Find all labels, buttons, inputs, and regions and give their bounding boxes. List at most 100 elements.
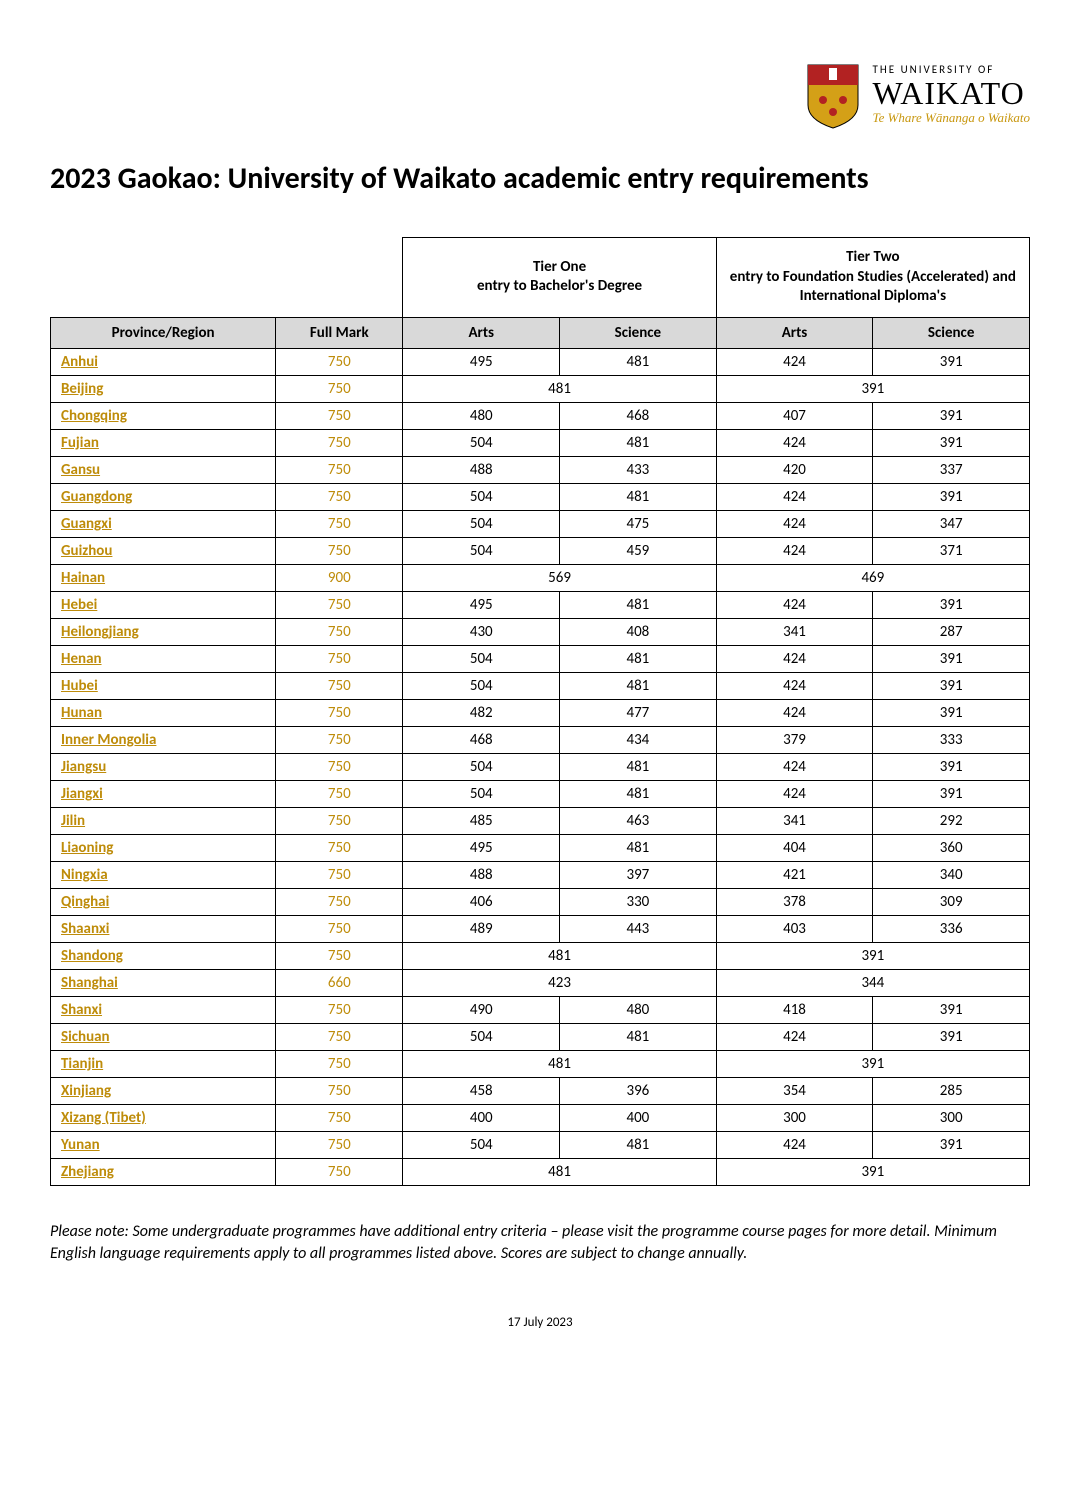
table-row: Jiangsu750504481424391 [51, 753, 1030, 780]
tier1-merged-cell: 423 [403, 969, 716, 996]
tier1-science-cell: 475 [560, 510, 717, 537]
province-cell[interactable]: Inner Mongolia [51, 726, 276, 753]
tier2-merged-cell: 391 [716, 1158, 1029, 1185]
tier1-science-cell: 481 [560, 753, 717, 780]
province-cell[interactable]: Sichuan [51, 1023, 276, 1050]
tier2-science-cell: 391 [873, 591, 1030, 618]
tier1-science-cell: 468 [560, 402, 717, 429]
province-cell[interactable]: Hebei [51, 591, 276, 618]
tier1-arts-cell: 495 [403, 591, 560, 618]
province-cell[interactable]: Jiangxi [51, 780, 276, 807]
fullmark-cell: 750 [276, 942, 403, 969]
tier1-science-cell: 481 [560, 591, 717, 618]
tier2-arts-cell: 341 [716, 807, 873, 834]
tier2-science-cell: 337 [873, 456, 1030, 483]
fullmark-cell: 750 [276, 537, 403, 564]
province-cell[interactable]: Jilin [51, 807, 276, 834]
table-row: Beijing750481391 [51, 375, 1030, 402]
province-cell[interactable]: Shaanxi [51, 915, 276, 942]
tier2-arts-cell: 424 [716, 780, 873, 807]
tier1-science-cell: 477 [560, 699, 717, 726]
tier2-science-cell: 347 [873, 510, 1030, 537]
fullmark-cell: 750 [276, 699, 403, 726]
province-cell[interactable]: Shandong [51, 942, 276, 969]
tier1-science-cell: 443 [560, 915, 717, 942]
fullmark-cell: 900 [276, 564, 403, 591]
province-cell[interactable]: Jiangsu [51, 753, 276, 780]
tier2-science-cell: 333 [873, 726, 1030, 753]
tier1-arts-cell: 504 [403, 645, 560, 672]
province-cell[interactable]: Beijing [51, 375, 276, 402]
province-cell[interactable]: Hainan [51, 564, 276, 591]
province-cell[interactable]: Zhejiang [51, 1158, 276, 1185]
province-cell[interactable]: Yunan [51, 1131, 276, 1158]
table-row: Xinjiang750458396354285 [51, 1077, 1030, 1104]
province-cell[interactable]: Shanxi [51, 996, 276, 1023]
tier1-arts-cell: 504 [403, 510, 560, 537]
province-cell[interactable]: Henan [51, 645, 276, 672]
province-cell[interactable]: Guangdong [51, 483, 276, 510]
province-cell[interactable]: Liaoning [51, 834, 276, 861]
tier2-arts-cell: 420 [716, 456, 873, 483]
province-cell[interactable]: Guangxi [51, 510, 276, 537]
tier2-science-cell: 309 [873, 888, 1030, 915]
t1-science-header: Science [560, 317, 717, 348]
fullmark-cell: 750 [276, 1023, 403, 1050]
province-cell[interactable]: Gansu [51, 456, 276, 483]
tier2-science-cell: 360 [873, 834, 1030, 861]
tier2-science-cell: 391 [873, 996, 1030, 1023]
province-cell[interactable]: Xizang (Tibet) [51, 1104, 276, 1131]
province-cell[interactable]: Xinjiang [51, 1077, 276, 1104]
fullmark-cell: 750 [276, 1104, 403, 1131]
tier2-arts-cell: 424 [716, 1023, 873, 1050]
tier2-header-text: Tier Two entry to Foundation Studies (Ac… [730, 248, 1016, 305]
table-row: Guangdong750504481424391 [51, 483, 1030, 510]
tier1-arts-cell: 482 [403, 699, 560, 726]
table-row: Henan750504481424391 [51, 645, 1030, 672]
logo-line2: WAIKATO [873, 76, 1030, 111]
table-row: Chongqing750480468407391 [51, 402, 1030, 429]
table-row: Shanghai660423344 [51, 969, 1030, 996]
tier1-arts-cell: 504 [403, 780, 560, 807]
tier2-arts-cell: 379 [716, 726, 873, 753]
fullmark-cell: 750 [276, 456, 403, 483]
province-cell[interactable]: Hunan [51, 699, 276, 726]
tier1-merged-cell: 481 [403, 942, 716, 969]
tier1-science-cell: 396 [560, 1077, 717, 1104]
blank-header [51, 238, 403, 318]
table-row: Shandong750481391 [51, 942, 1030, 969]
province-cell[interactable]: Qinghai [51, 888, 276, 915]
province-cell[interactable]: Heilongjiang [51, 618, 276, 645]
tier2-science-cell: 391 [873, 672, 1030, 699]
tier1-science-cell: 481 [560, 672, 717, 699]
province-cell[interactable]: Tianjin [51, 1050, 276, 1077]
fullmark-cell: 750 [276, 618, 403, 645]
tier1-merged-cell: 481 [403, 375, 716, 402]
tier2-arts-cell: 424 [716, 348, 873, 375]
province-cell[interactable]: Fujian [51, 429, 276, 456]
province-cell[interactable]: Shanghai [51, 969, 276, 996]
tier1-header-text: Tier One entry to Bachelor's Degree [477, 258, 642, 296]
table-row: Fujian750504481424391 [51, 429, 1030, 456]
province-cell[interactable]: Ningxia [51, 861, 276, 888]
tier1-arts-cell: 430 [403, 618, 560, 645]
tier2-arts-cell: 424 [716, 537, 873, 564]
province-cell[interactable]: Guizhou [51, 537, 276, 564]
province-cell[interactable]: Chongqing [51, 402, 276, 429]
fullmark-cell: 750 [276, 726, 403, 753]
tier1-science-cell: 481 [560, 1023, 717, 1050]
tier1-arts-cell: 504 [403, 1023, 560, 1050]
tier1-science-cell: 481 [560, 483, 717, 510]
table-row: Ningxia750488397421340 [51, 861, 1030, 888]
province-cell[interactable]: Hubei [51, 672, 276, 699]
province-cell[interactable]: Anhui [51, 348, 276, 375]
tier2-arts-cell: 300 [716, 1104, 873, 1131]
table-row: Shanxi750490480418391 [51, 996, 1030, 1023]
table-body: Anhui750495481424391Beijing750481391Chon… [51, 348, 1030, 1185]
tier2-merged-cell: 344 [716, 969, 1029, 996]
tier1-arts-cell: 490 [403, 996, 560, 1023]
fullmark-cell: 750 [276, 1077, 403, 1104]
tier2-science-cell: 391 [873, 1023, 1030, 1050]
table-row: Guizhou750504459424371 [51, 537, 1030, 564]
tier2-arts-cell: 424 [716, 591, 873, 618]
